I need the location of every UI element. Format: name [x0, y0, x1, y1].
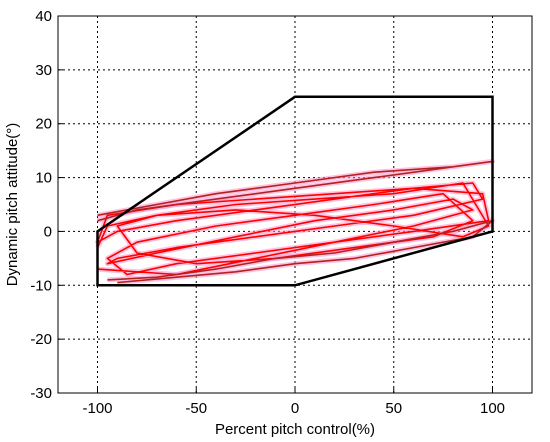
x-tick-label: -50 [185, 400, 207, 417]
y-tick-label: 40 [35, 8, 52, 25]
y-tick-label: 10 [35, 170, 52, 187]
trajectory-line [96, 182, 490, 276]
y-tick-label: -20 [30, 331, 52, 348]
x-axis-label: Percent pitch control(%) [215, 421, 375, 438]
y-tick-label: -10 [30, 277, 52, 294]
y-tick-label: 20 [35, 116, 52, 133]
boundary-envelope [96, 95, 494, 287]
x-tick-label: 0 [291, 400, 299, 417]
x-tick-label: -100 [82, 400, 112, 417]
y-tick-label: 0 [44, 223, 52, 240]
y-tick-label: 30 [35, 62, 52, 79]
series-layer [95, 95, 495, 287]
y-axis-label: Dynamic pitch attitude(°) [4, 123, 21, 287]
x-tick-label: 100 [480, 400, 505, 417]
y-tick-label: -30 [30, 385, 52, 402]
x-tick-label: 50 [385, 400, 402, 417]
